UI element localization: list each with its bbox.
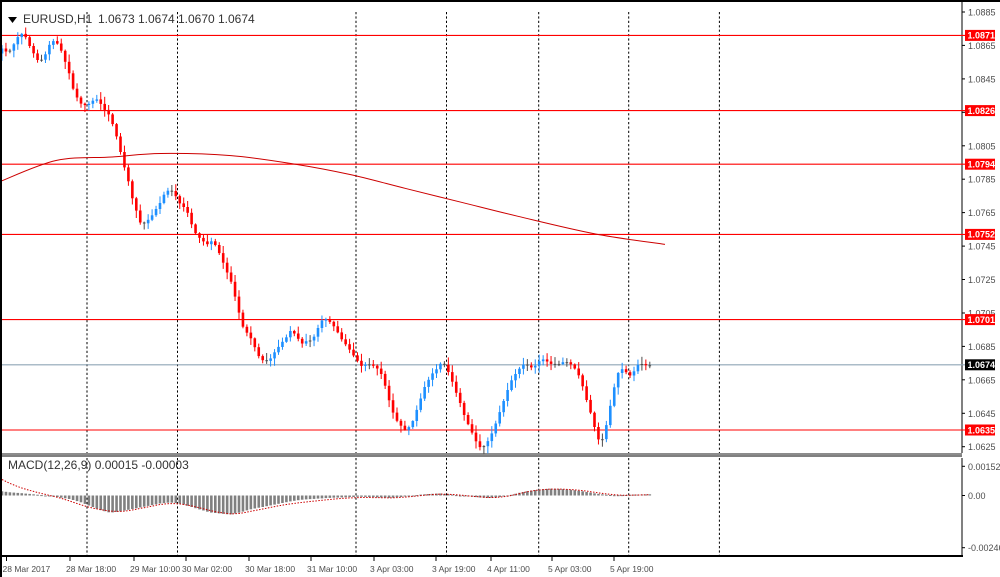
- svg-text:1.0752: 1.0752: [968, 230, 996, 240]
- svg-text:1.0670: 1.0670: [178, 12, 215, 26]
- svg-text:1.0725: 1.0725: [968, 275, 996, 285]
- svg-text:5 Apr 19:00: 5 Apr 19:00: [610, 564, 654, 574]
- svg-text:4 Apr 11:00: 4 Apr 11:00: [487, 564, 530, 574]
- svg-text:1.0805: 1.0805: [968, 141, 996, 151]
- svg-text:28 Mar 2017: 28 Mar 2017: [3, 564, 51, 574]
- svg-text:31 Mar 10:00: 31 Mar 10:00: [307, 564, 357, 574]
- svg-text:5 Apr 03:00: 5 Apr 03:00: [548, 564, 592, 574]
- svg-text:1.0674: 1.0674: [138, 12, 175, 26]
- svg-text:0.00: 0.00: [968, 491, 986, 501]
- svg-text:1.0765: 1.0765: [968, 208, 996, 218]
- svg-text:30 Mar 18:00: 30 Mar 18:00: [245, 564, 295, 574]
- svg-text:1.0785: 1.0785: [968, 175, 996, 185]
- svg-text:1.0701: 1.0701: [968, 315, 996, 325]
- svg-text:1.0865: 1.0865: [968, 41, 996, 51]
- svg-text:0.00152: 0.00152: [968, 462, 1000, 472]
- svg-text:1.0645: 1.0645: [968, 409, 996, 419]
- svg-text:1.0794: 1.0794: [968, 160, 996, 170]
- svg-text:1.0885: 1.0885: [968, 8, 996, 18]
- svg-text:1.0625: 1.0625: [968, 442, 996, 452]
- svg-text:3 Apr 19:00: 3 Apr 19:00: [432, 564, 476, 574]
- svg-text:1.0635: 1.0635: [968, 425, 996, 435]
- svg-text:1.0826: 1.0826: [968, 106, 996, 116]
- svg-text:1.0665: 1.0665: [968, 375, 996, 385]
- svg-text:1.0674: 1.0674: [968, 360, 996, 370]
- svg-text:28 Mar 18:00: 28 Mar 18:00: [66, 564, 116, 574]
- svg-text:1.0745: 1.0745: [968, 242, 996, 252]
- svg-text:3 Apr 03:00: 3 Apr 03:00: [370, 564, 414, 574]
- svg-text:-0.00246: -0.00246: [968, 543, 1000, 553]
- svg-text:1.0685: 1.0685: [968, 342, 996, 352]
- svg-text:1.0871: 1.0871: [968, 31, 996, 41]
- svg-text:30 Mar 02:00: 30 Mar 02:00: [182, 564, 232, 574]
- svg-text:1.0674: 1.0674: [218, 12, 255, 26]
- svg-text:1.0673: 1.0673: [98, 12, 135, 26]
- svg-text:1.0845: 1.0845: [968, 74, 996, 84]
- svg-text:29 Mar 10:00: 29 Mar 10:00: [130, 564, 180, 574]
- svg-text:EURUSD,H1: EURUSD,H1: [23, 12, 93, 26]
- svg-text:MACD(12,26,9) 0.00015 -0.00003: MACD(12,26,9) 0.00015 -0.00003: [8, 458, 189, 472]
